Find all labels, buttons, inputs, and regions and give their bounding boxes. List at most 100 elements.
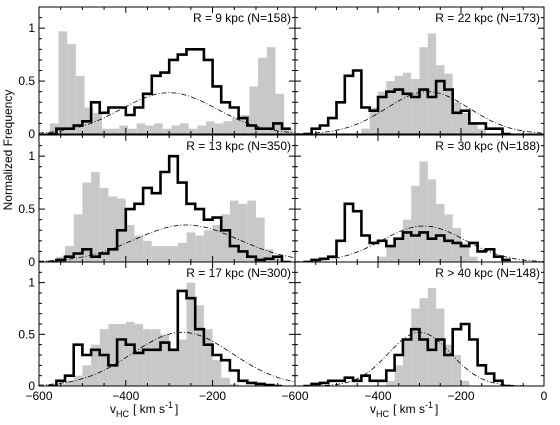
gray-bar — [197, 125, 207, 134]
gray-bar — [452, 355, 461, 386]
gray-bar — [444, 214, 453, 262]
gray-bar — [361, 128, 370, 134]
gray-bar — [73, 214, 83, 262]
black-step-histogram — [303, 322, 511, 386]
gray-bar — [119, 125, 128, 134]
gray-bar — [49, 123, 59, 134]
gray-bar — [134, 324, 144, 386]
gray-bar — [427, 33, 437, 134]
panel-plot-area — [295, 33, 544, 134]
gray-bar — [101, 128, 111, 134]
gray-bar — [221, 377, 230, 386]
gray-bar — [162, 128, 172, 134]
y-tick-label: 0 — [28, 127, 35, 141]
gray-bar — [469, 256, 478, 262]
panel-r17: 0 0.5 1 R = 17 kpc (N=300) −600 −400 −200 — [18, 261, 296, 403]
gray-bar — [58, 31, 68, 134]
gray-bar — [65, 246, 74, 262]
gray-bar — [275, 93, 285, 134]
gray-bar — [99, 187, 109, 262]
gray-bar — [206, 121, 215, 134]
gray-bar — [134, 235, 144, 262]
panel-r9: 0 0.5 1 R = 9 kpc (N=158) — [18, 6, 296, 141]
panel-label: R = 30 kpc (N=188) — [435, 139, 540, 153]
gray-bar — [238, 203, 248, 262]
gray-bar — [186, 282, 196, 386]
gray-bar — [188, 128, 198, 134]
gray-bar — [171, 125, 181, 134]
gray-bar — [186, 232, 196, 262]
gray-bar — [411, 185, 420, 262]
x-tick-label: −200 — [199, 389, 226, 403]
gray-bar — [249, 86, 259, 134]
gray-bar — [73, 375, 83, 386]
panel-label: R = 13 kpc (N=350) — [186, 139, 291, 153]
panel-label: R = 9 kpc (N=158) — [193, 11, 291, 25]
gray-bar — [212, 224, 222, 262]
gray-bar — [427, 287, 437, 386]
gray-bar — [99, 329, 109, 386]
gray-bar — [160, 334, 170, 386]
x-tick-label: −200 — [447, 389, 474, 403]
gray-bar — [444, 73, 453, 134]
gray-bar — [461, 242, 470, 262]
gray-bar — [151, 246, 161, 262]
gray-bar — [284, 128, 293, 134]
gray-bar — [232, 118, 241, 134]
gray-bar — [195, 235, 204, 262]
gray-bar — [419, 298, 428, 386]
gray-bar — [91, 344, 100, 386]
gray-bar — [419, 161, 428, 262]
gray-bar — [108, 196, 118, 262]
gray-bar — [411, 308, 420, 386]
gray-bar — [212, 360, 222, 386]
gray-bar — [452, 102, 461, 134]
panel-plot-area — [295, 161, 544, 262]
gray-bar — [402, 339, 412, 386]
gray-bar — [82, 182, 92, 262]
y-tick-label: 0.5 — [18, 74, 35, 88]
gray-bar — [266, 47, 276, 134]
panel-label: R = 22 kpc (N=173) — [435, 11, 540, 25]
gray-bar — [151, 329, 161, 386]
gray-bar — [386, 81, 395, 134]
gray-bar — [378, 256, 387, 262]
gray-bar — [444, 344, 453, 386]
gray-bar — [394, 365, 403, 386]
gray-bar — [452, 228, 461, 262]
gray-bar — [169, 246, 178, 262]
panel-r13: 0 0.5 1 R = 13 kpc (N=350) — [18, 134, 296, 269]
panel-plot-area — [295, 287, 544, 386]
gray-bar — [255, 217, 265, 262]
gray-bar — [264, 249, 274, 262]
y-axis-label: Normalized Frequency — [1, 90, 15, 211]
x-tick-label: −400 — [112, 389, 139, 403]
gray-bar — [411, 78, 420, 134]
gray-bar — [65, 380, 74, 386]
gray-bar — [67, 44, 76, 134]
gray-bar — [469, 123, 478, 134]
x-tick-label: −400 — [364, 389, 391, 403]
y-tick-label: 1 — [28, 21, 35, 35]
panel-r40: R > 40 kpc (N=148) −600 −400 −200 0 — [281, 261, 548, 403]
x-tick-label: 0 — [541, 389, 548, 403]
gray-bar — [436, 308, 445, 386]
black-step-histogram — [303, 69, 511, 134]
gray-bar — [394, 238, 403, 262]
gray-bar — [203, 329, 213, 386]
gray-bar — [153, 123, 163, 134]
black-step-histogram — [303, 202, 511, 262]
gray-bar — [160, 246, 170, 262]
gray-bar — [108, 324, 118, 386]
gray-bar — [93, 112, 102, 134]
gray-bar — [177, 339, 187, 386]
gray-bar — [461, 380, 470, 386]
gray-bar — [91, 172, 100, 262]
panel-label: R > 40 kpc (N=148) — [435, 266, 540, 280]
panels-group: 0 0.5 1 R = 9 kpc (N=158) R = 22 kpc (N=173)… — [18, 6, 548, 403]
black-step-histogram — [47, 48, 291, 134]
gray-bar — [436, 203, 445, 262]
y-tick-label: 1 — [28, 149, 35, 163]
panel-label: R = 17 kpc (N=300) — [186, 266, 291, 280]
